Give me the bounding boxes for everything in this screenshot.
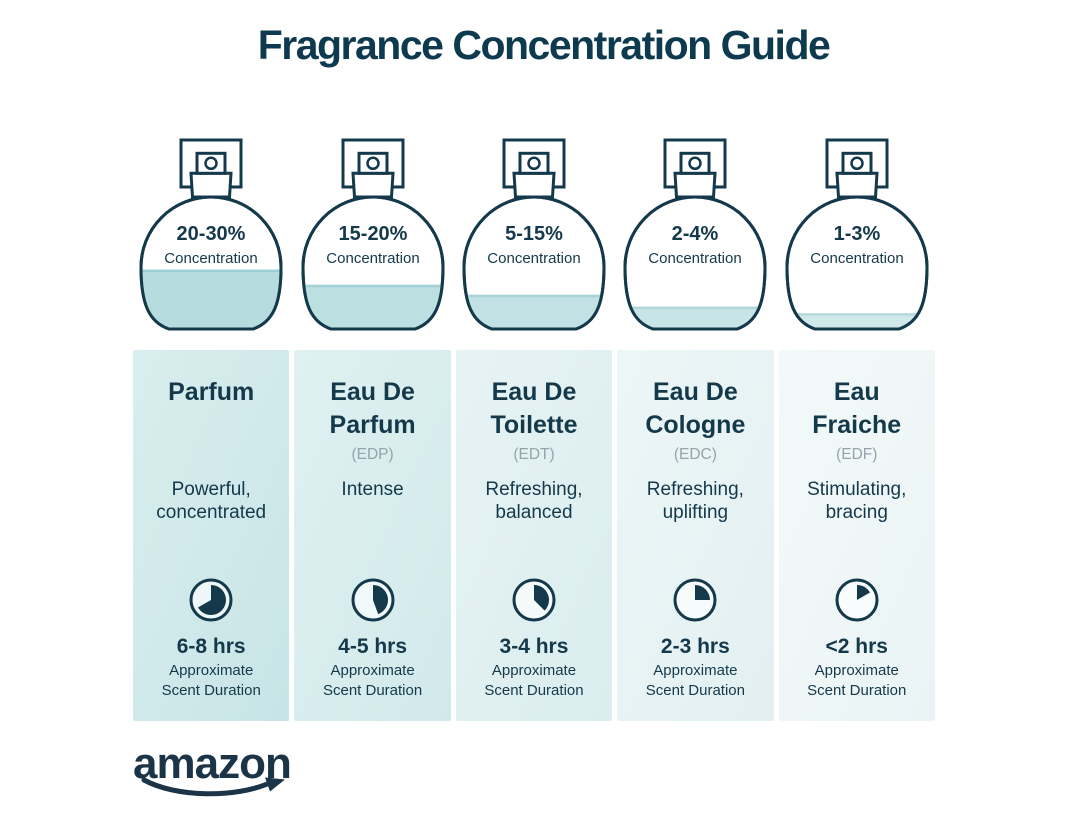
duration-value: <2 hrs — [825, 635, 888, 658]
clock-icon — [351, 578, 395, 622]
fragrance-code: (EDF) — [836, 446, 878, 463]
column-parfum: Parfum Powerful, concentrated 6-8 hrs Ap… — [133, 350, 290, 721]
perfume-bottle-icon: 5-15% Concentration — [462, 138, 606, 331]
column-eau-de-parfum: Eau De Parfum (EDP) Intense 4-5 hrs Appr… — [294, 350, 451, 721]
amazon-smile-arrow-icon — [141, 777, 285, 797]
duration-value: 2-3 hrs — [660, 635, 730, 658]
amazon-logo: amazon — [133, 742, 303, 803]
duration-value: 3-4 hrs — [499, 635, 569, 658]
liquid-fill — [463, 294, 604, 329]
column-eau-de-cologne: Eau De Cologne (EDC) Refreshing, uplifti… — [617, 350, 774, 721]
bottle-cell: 5-15% Concentration — [456, 138, 612, 343]
fragrance-code: (EDP) — [351, 446, 394, 463]
liquid-fill — [141, 269, 282, 329]
bottle-cell: 20-30% Concentration — [133, 138, 289, 343]
fragrance-description: Powerful, concentrated — [156, 479, 267, 523]
column-eau-fraiche: Eau Fraiche (EDF) Stimulating, bracing <… — [778, 350, 935, 721]
fragrance-code: (EDC) — [673, 446, 717, 463]
bottle-neck — [350, 171, 395, 199]
page-title: Fragrance Concentration Guide — [257, 22, 831, 68]
column-eau-de-toilette: Eau De Toilette (EDT) Refreshing, balanc… — [455, 350, 613, 721]
nozzle-hole-icon — [850, 156, 864, 171]
fragrance-code: (EDT) — [513, 446, 555, 463]
concentration-label: Concentration — [326, 250, 419, 267]
clock-icon — [189, 578, 233, 622]
duration-note: Approximate Scent Duration — [322, 662, 423, 699]
fragrance-description: Intense — [341, 479, 404, 500]
liquid-surface-line — [786, 313, 927, 316]
concentration-value: 20-30% — [177, 223, 246, 245]
bottle-cell: 2-4% Concentration — [617, 138, 773, 343]
concentration-label: Concentration — [649, 250, 742, 267]
duration-note: Approximate Scent Duration — [161, 662, 261, 699]
fragrance-name: Eau De Toilette — [490, 378, 578, 439]
fragrance-description: Refreshing, balanced — [485, 479, 583, 523]
clock-icon — [512, 578, 556, 622]
fragrance-name: Eau De Cologne — [645, 378, 746, 439]
duration-note: Approximate Scent Duration — [645, 662, 745, 699]
perfume-bottle-icon: 20-30% Concentration — [139, 138, 283, 331]
liquid-surface-line — [625, 306, 766, 310]
nozzle-hole-icon — [688, 156, 703, 171]
bottle-neck — [673, 171, 717, 199]
concentration-label: Concentration — [810, 250, 903, 267]
liquid-fill — [302, 284, 443, 329]
bottle-cell: 15-20% Concentration — [294, 138, 450, 343]
liquid-surface-line — [302, 284, 443, 288]
concentration-label: Concentration — [164, 250, 257, 267]
perfume-bottle-icon: 1-3% Concentration — [785, 138, 929, 331]
fragrance-description: Refreshing, uplifting — [646, 479, 744, 523]
concentration-value: 1-3% — [833, 223, 880, 245]
clock-icon — [835, 578, 879, 622]
duration-note: Approximate Scent Duration — [807, 662, 907, 699]
fragrance-name: Parfum — [168, 378, 255, 406]
bottle-neck — [512, 171, 556, 199]
bottles-row: 20-30% Concentration 15-20% Concentratio… — [133, 138, 935, 343]
perfume-bottle-icon: 2-4% Concentration — [623, 138, 767, 331]
bottle-neck — [835, 171, 879, 199]
clock-icon — [673, 578, 717, 622]
duration-value: 4-5 hrs — [338, 635, 408, 658]
concentration-value: 5-15% — [505, 223, 563, 245]
columns-row: Parfum Powerful, concentrated 6-8 hrs Ap… — [133, 350, 935, 721]
perfume-bottle-icon: 15-20% Concentration — [301, 138, 445, 331]
liquid-surface-line — [463, 294, 604, 298]
bottle-neck — [189, 171, 233, 199]
concentration-label: Concentration — [487, 250, 580, 267]
duration-value: 6-8 hrs — [176, 635, 246, 658]
concentration-value: 15-20% — [338, 223, 407, 245]
bottle-cell: 1-3% Concentration — [779, 138, 935, 343]
fragrance-description: Stimulating, bracing — [807, 479, 907, 523]
liquid-fill — [786, 313, 927, 329]
fragrance-name: Eau Fraiche — [812, 378, 902, 439]
nozzle-hole-icon — [527, 156, 541, 171]
duration-note: Approximate Scent Duration — [484, 662, 584, 699]
liquid-fill — [625, 306, 766, 329]
fragrance-name: Eau De Parfum — [329, 378, 416, 439]
liquid-surface-line — [141, 269, 282, 273]
nozzle-hole-icon — [365, 156, 380, 171]
nozzle-hole-icon — [204, 156, 218, 171]
concentration-value: 2-4% — [672, 223, 719, 245]
